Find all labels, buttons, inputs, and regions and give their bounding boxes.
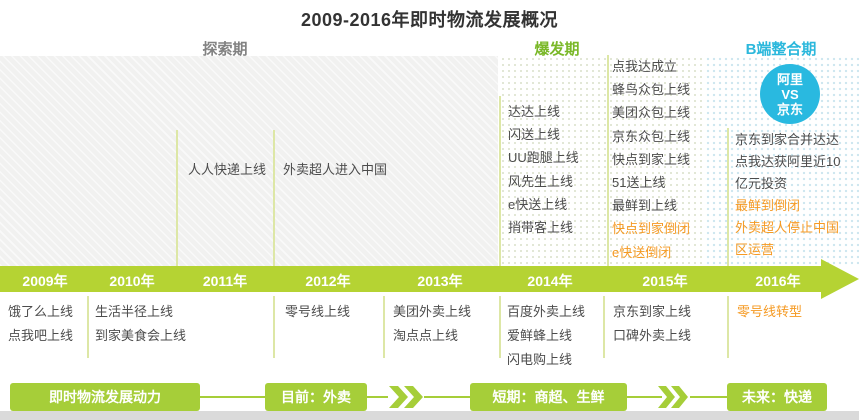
phase-region-burst — [500, 56, 705, 266]
phase-label-b2b: B端整合期 — [745, 41, 817, 58]
events-below-2010: 生活半径上线 到家美食会上线 — [95, 300, 186, 348]
page-title: 2009-2016年即时物流发展概况 — [300, 10, 559, 30]
event-item: 饿了么上线 — [8, 304, 74, 319]
timeline-bar — [0, 266, 821, 292]
year-2012: 2012年 — [305, 273, 351, 289]
divider-below-2013 — [499, 296, 501, 358]
flow-stage-future: 未来：快递 — [727, 383, 827, 411]
double-chevron-icon — [389, 385, 423, 409]
phase-region-explore — [0, 56, 498, 266]
event-item: e快送倒闭 — [612, 244, 672, 260]
divider-below-2015 — [727, 296, 729, 358]
phase-label-explore: 探索期 — [202, 41, 248, 58]
flow-connector — [200, 396, 265, 398]
timeline-arrow-icon — [821, 259, 859, 299]
divider-2011-2012 — [273, 130, 275, 266]
event-item: 到家美食会上线 — [95, 328, 187, 343]
event-item: 京东众包上线 — [612, 128, 691, 144]
event-item: 美团外卖上线 — [393, 304, 472, 319]
events-above-2015: 点我达成立蜂鸟众包上线 美团众包上线 京东众包上线 快点到家上线 51送上线最鲜到上线快… — [612, 55, 690, 264]
flow-connector — [690, 396, 727, 398]
event-item: 点我达获阿里近10亿元投资 — [735, 154, 841, 191]
flow-driver-box: 即时物流发展动力 — [10, 383, 200, 411]
year-2010: 2010年 — [109, 273, 155, 289]
event-item: 最鲜到倒闭 — [735, 198, 801, 213]
flow-connector — [627, 396, 662, 398]
year-2009: 2009年 — [22, 273, 68, 289]
year-2011: 2011年 — [202, 273, 248, 289]
event-item: 点我吧上线 — [8, 328, 74, 343]
events-below-2012: 零号线上线 — [285, 300, 350, 324]
events-below-2015: 京东到家上线 口碑外卖上线 — [613, 300, 691, 348]
event-item: 闪送上线 — [508, 127, 561, 143]
divider-2013-2014 — [499, 96, 501, 266]
event-item: 闪电购上线 — [507, 352, 573, 367]
flow-stage-short: 短期：商超、生鲜 — [470, 383, 627, 411]
divider-2010-2011 — [176, 130, 178, 266]
event-item: UU跑腿上线 — [508, 150, 579, 166]
phase-label-burst: 爆发期 — [534, 41, 580, 58]
ali-vs-jd-badge: 阿里 VS 京东 — [760, 64, 820, 124]
event-item: 快点到家倒闭 — [612, 221, 691, 237]
vs-top: 阿里 — [776, 71, 803, 87]
event-item: 淘点点上线 — [393, 328, 459, 343]
events-below-2016: 零号线转型 — [737, 300, 802, 324]
event-item: 京东到家上线 — [613, 304, 692, 319]
event-item: 点我达成立 — [612, 59, 678, 74]
event-item: 零号线转型 — [737, 304, 803, 319]
year-2016: 2016年 — [755, 273, 801, 289]
divider-2014-2015 — [607, 55, 609, 266]
events-below-2009: 饿了么上线点我吧上线 — [8, 300, 73, 348]
events-above-2014: 达达上线闪送上线 UU跑腿上线 风先生上线 e快送上线捎带客上线 — [508, 100, 579, 239]
event-item: 最鲜到上线 — [612, 198, 678, 214]
events-above-2016: 京东到家合并达达点我达获阿里近10亿元投资最鲜到倒闭外卖超人停止中国区运营 — [735, 129, 845, 261]
event-item: 风先生上线 — [508, 173, 574, 189]
event-item: 京东到家合并达达 — [735, 132, 840, 147]
double-chevron-icon — [658, 385, 688, 409]
year-2014: 2014年 — [527, 273, 573, 289]
event-item: 外卖超人停止中国区运营 — [735, 220, 840, 257]
event-item: 人人快递上线 — [188, 162, 267, 177]
vs-bottom: 京东 — [776, 101, 803, 117]
year-2013: 2013年 — [417, 273, 463, 289]
event-item: 蜂鸟众包上线 — [612, 82, 691, 98]
event-item: 捎带客上线 — [508, 220, 574, 236]
event-item: 百度外卖上线 — [507, 304, 586, 319]
year-2015: 2015年 — [642, 273, 688, 289]
events-above-2011: 人人快递上线 — [188, 158, 266, 181]
footer-strip — [0, 411, 859, 420]
event-item: 51送上线 — [612, 175, 666, 191]
event-item: 快点到家上线 — [612, 151, 691, 167]
event-item: 口碑外卖上线 — [613, 328, 692, 343]
events-below-2014: 百度外卖上线 爱鲜蜂上线闪电购上线 — [507, 300, 585, 372]
flow-connector — [424, 396, 470, 398]
divider-below-2014 — [603, 296, 605, 358]
vs-mid: VS — [781, 86, 799, 102]
events-above-2012: 外卖超人进入中国 — [283, 158, 387, 181]
event-item: 美团众包上线 — [612, 105, 691, 121]
divider-below-2009 — [87, 296, 89, 358]
flow-stage-now: 目前：外卖 — [265, 383, 367, 411]
divider-below-2012 — [383, 296, 385, 358]
event-item: 达达上线 — [508, 104, 561, 119]
events-below-2013: 美团外卖上线 淘点点上线 — [393, 300, 471, 348]
divider-below-2011 — [273, 296, 275, 358]
event-item: 爱鲜蜂上线 — [507, 328, 573, 343]
event-item: 生活半径上线 — [95, 304, 174, 319]
flow-connector — [367, 396, 388, 398]
event-item: 零号线上线 — [285, 304, 351, 319]
divider-2015-2016 — [727, 128, 729, 266]
event-item: 外卖超人进入中国 — [283, 162, 388, 177]
event-item: e快送上线 — [508, 196, 568, 212]
